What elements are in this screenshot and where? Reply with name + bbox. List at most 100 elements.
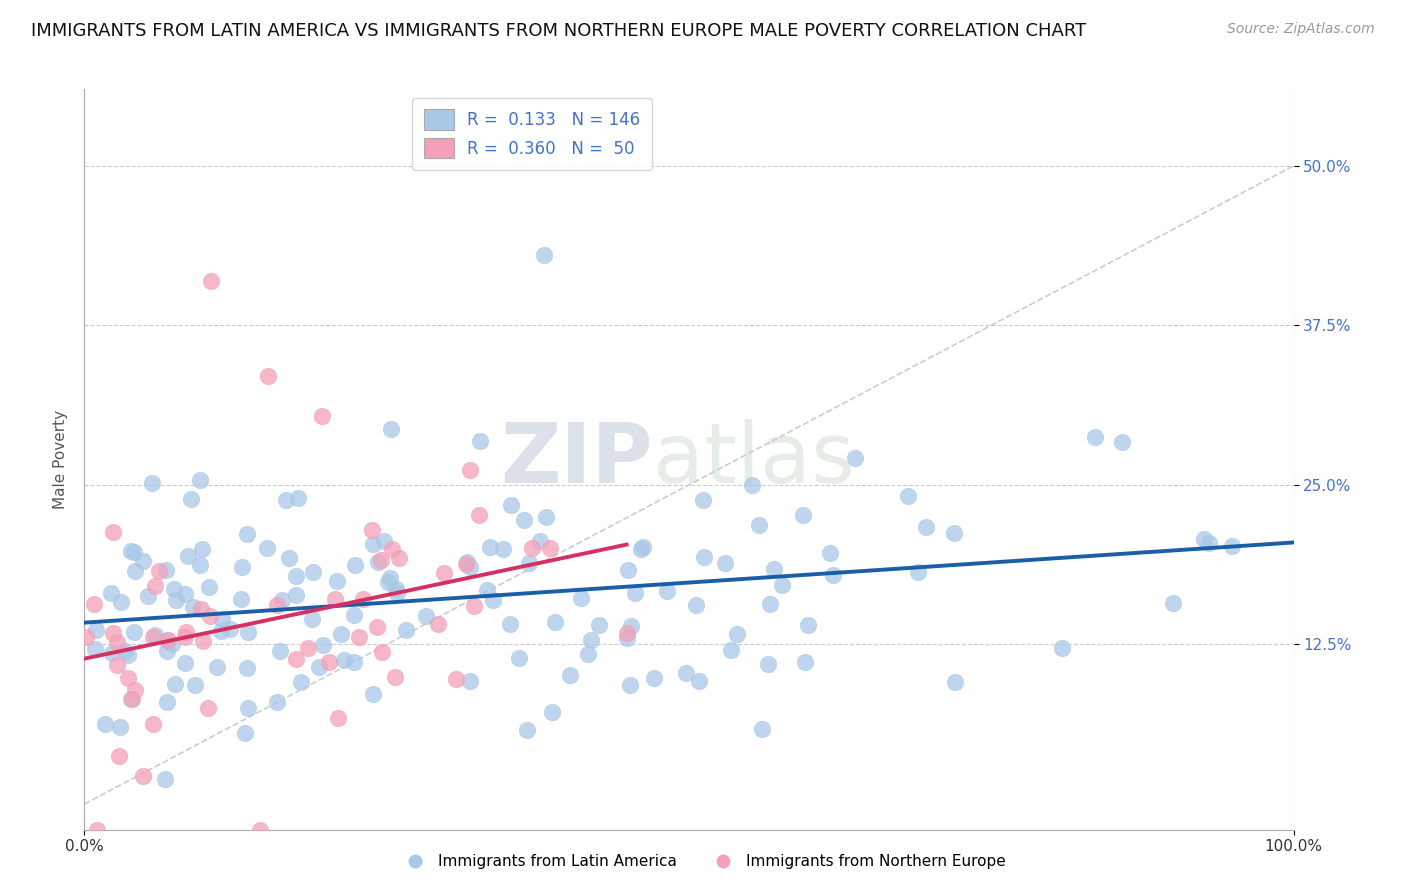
Point <box>326 711 349 725</box>
Point <box>588 617 610 632</box>
Point <box>619 678 641 692</box>
Point <box>86 822 108 837</box>
Point <box>132 554 155 568</box>
Point <box>520 541 543 555</box>
Point <box>190 602 212 616</box>
Point <box>257 369 280 384</box>
Point <box>352 592 374 607</box>
Point <box>276 492 298 507</box>
Point <box>1220 539 1243 553</box>
Point <box>188 473 211 487</box>
Point <box>229 591 252 606</box>
Point <box>1192 532 1215 546</box>
Point <box>297 640 319 655</box>
Point <box>821 568 844 582</box>
Point <box>284 569 307 583</box>
Point <box>117 671 139 685</box>
Point <box>797 618 820 632</box>
Point <box>174 624 197 639</box>
Point <box>107 658 129 673</box>
Point <box>499 617 522 632</box>
Point <box>499 498 522 512</box>
Point <box>143 628 166 642</box>
Point <box>759 597 782 611</box>
Point <box>174 587 197 601</box>
Point <box>820 546 842 560</box>
Point <box>415 609 437 624</box>
Point <box>83 597 105 611</box>
Point <box>714 556 737 570</box>
Point <box>367 555 389 569</box>
Point <box>233 726 256 740</box>
Point <box>183 678 205 692</box>
Point <box>616 631 638 645</box>
Point <box>943 675 966 690</box>
Point <box>1198 535 1220 549</box>
Point <box>156 695 179 709</box>
Point <box>236 624 259 639</box>
Point <box>266 599 288 613</box>
Legend: R =  0.133   N = 146, R =  0.360   N =  50: R = 0.133 N = 146, R = 0.360 N = 50 <box>412 97 651 169</box>
Point <box>624 586 647 600</box>
Point <box>427 617 450 632</box>
Point <box>388 551 411 566</box>
Point <box>323 591 346 606</box>
Point <box>907 565 929 579</box>
Point <box>343 608 366 623</box>
Point <box>236 527 259 541</box>
Point <box>266 695 288 709</box>
Point <box>191 634 214 648</box>
Point <box>692 549 714 564</box>
Point <box>143 579 166 593</box>
Point <box>121 692 143 706</box>
Point <box>312 638 335 652</box>
Point <box>153 772 176 786</box>
Point <box>124 683 146 698</box>
Point <box>163 677 186 691</box>
Point <box>308 659 330 673</box>
Point <box>915 520 938 534</box>
Point <box>117 648 139 663</box>
Point <box>122 624 145 639</box>
Point <box>692 492 714 507</box>
Point <box>120 543 142 558</box>
Point <box>205 660 228 674</box>
Point <box>454 557 477 571</box>
Point <box>942 526 965 541</box>
Point <box>478 541 501 555</box>
Point <box>156 643 179 657</box>
Point <box>180 491 202 506</box>
Point <box>630 542 652 557</box>
Point <box>366 620 388 634</box>
Point <box>142 630 165 644</box>
Y-axis label: Male Poverty: Male Poverty <box>52 409 67 509</box>
Point <box>1161 596 1184 610</box>
Point <box>236 701 259 715</box>
Point <box>101 626 124 640</box>
Point <box>284 588 307 602</box>
Point <box>136 589 159 603</box>
Point <box>84 623 107 637</box>
Text: IMMIGRANTS FROM LATIN AMERICA VS IMMIGRANTS FROM NORTHERN EUROPE MALE POVERTY CO: IMMIGRANTS FROM LATIN AMERICA VS IMMIGRA… <box>31 22 1087 40</box>
Point <box>131 769 153 783</box>
Point <box>482 593 505 607</box>
Point <box>529 533 551 548</box>
Point <box>120 692 142 706</box>
Text: atlas: atlas <box>652 419 855 500</box>
Point <box>620 619 643 633</box>
Point <box>675 665 697 680</box>
Point <box>209 624 232 638</box>
Point <box>446 672 468 686</box>
Point <box>433 566 456 581</box>
Point <box>456 555 478 569</box>
Point <box>155 563 177 577</box>
Point <box>156 632 179 647</box>
Point <box>541 705 564 719</box>
Text: ZIP: ZIP <box>501 419 652 500</box>
Point <box>1050 641 1073 656</box>
Point <box>174 630 197 644</box>
Point <box>897 489 920 503</box>
Point <box>508 650 530 665</box>
Point <box>685 598 707 612</box>
Point <box>277 551 299 566</box>
